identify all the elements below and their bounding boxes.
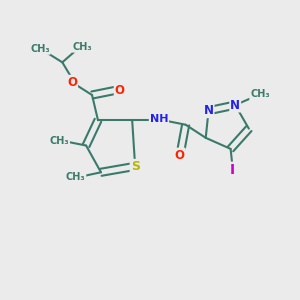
Text: CH₃: CH₃ <box>73 42 92 52</box>
Text: S: S <box>130 160 140 173</box>
Text: CH₃: CH₃ <box>30 44 50 54</box>
Text: N: N <box>204 104 214 117</box>
Text: O: O <box>115 84 125 97</box>
Text: O: O <box>175 148 185 162</box>
Text: CH₃: CH₃ <box>50 136 69 146</box>
Text: CH₃: CH₃ <box>66 172 86 182</box>
Text: O: O <box>67 76 77 89</box>
Text: NH: NH <box>150 114 168 124</box>
Text: N: N <box>230 98 240 112</box>
Text: CH₃: CH₃ <box>250 89 270 99</box>
Text: I: I <box>230 163 235 177</box>
